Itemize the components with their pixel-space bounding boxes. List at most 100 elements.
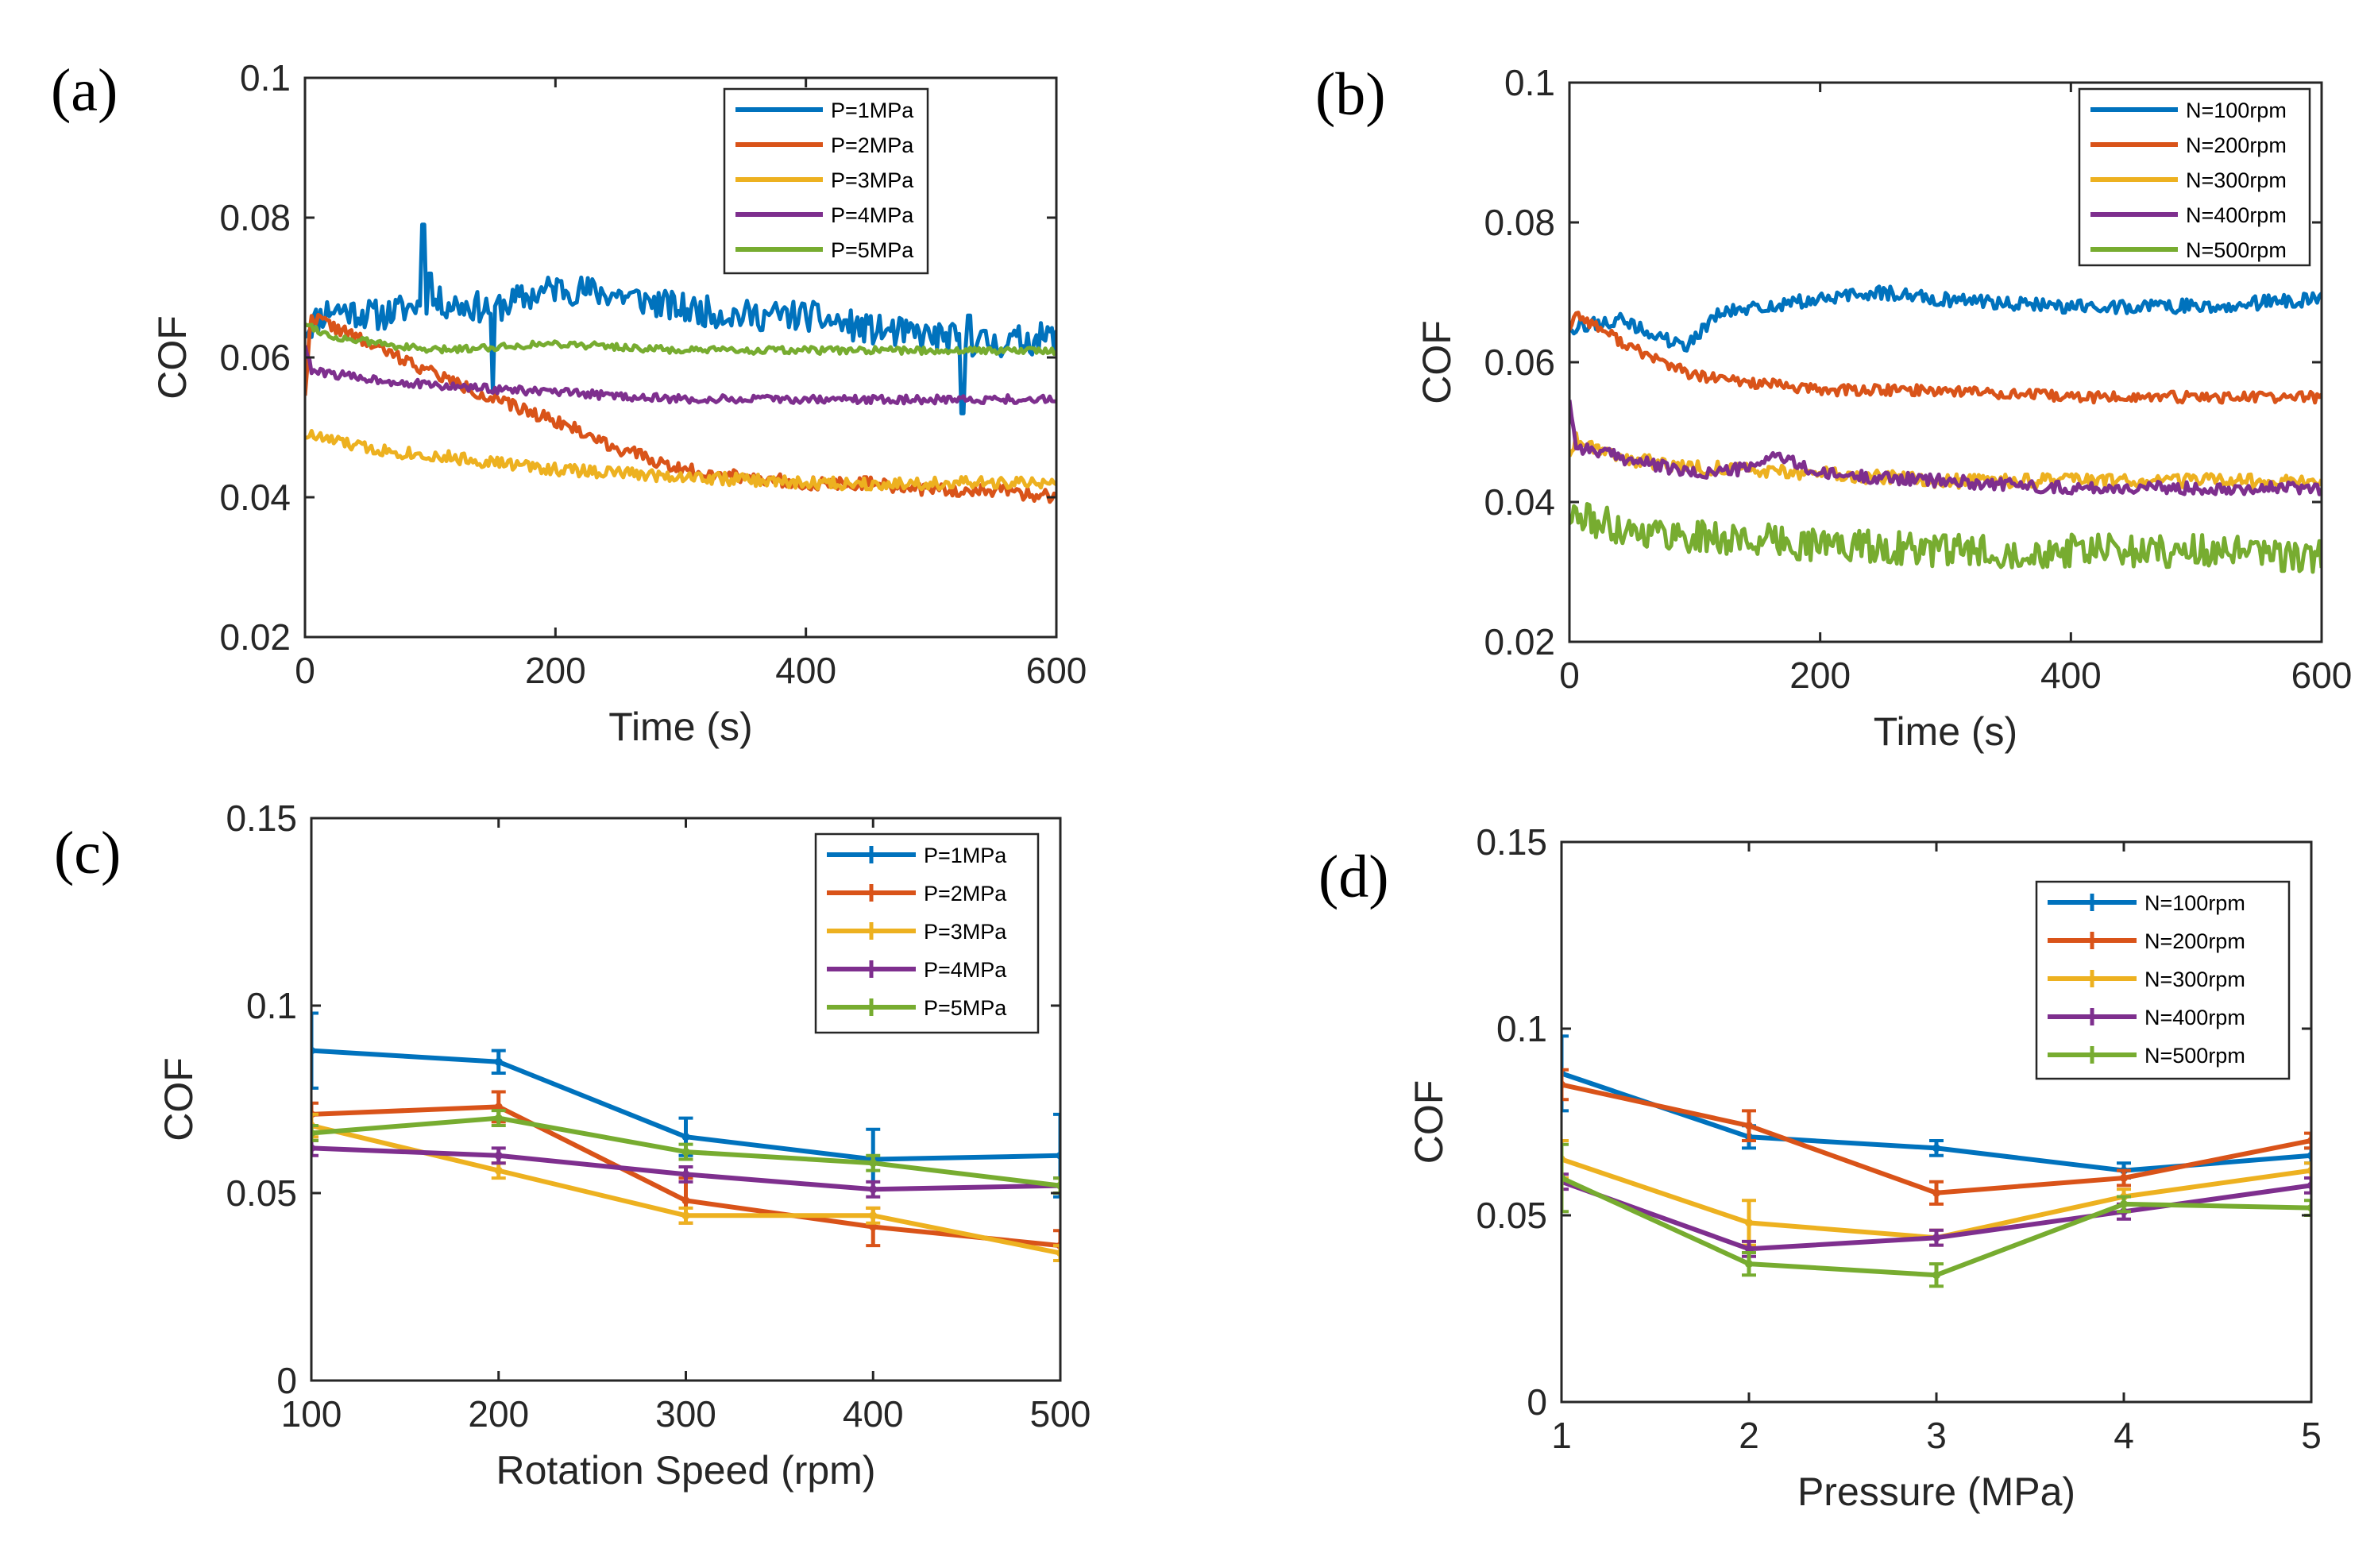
series-line-1 xyxy=(305,222,1056,415)
x-tick-label: 500 xyxy=(1030,1393,1091,1435)
data-point xyxy=(1932,1188,1940,1197)
y-axis-label: COF xyxy=(1407,1080,1451,1164)
y-tick-label: 0.1 xyxy=(1496,1008,1547,1049)
x-tick-label: 4 xyxy=(2114,1415,2134,1456)
panel-letter: (b) xyxy=(1315,61,1386,128)
x-tick-label: 200 xyxy=(525,650,586,691)
y-tick-label: 0.1 xyxy=(246,985,297,1026)
x-tick-label: 400 xyxy=(843,1393,904,1435)
x-tick-label: 1 xyxy=(1551,1415,1572,1456)
legend-label: N=200rpm xyxy=(2144,929,2245,953)
legend-label: N=400rpm xyxy=(2144,1006,2245,1029)
chart-panel-2: (b) 0 200 400 600 0.02 0.04 0.06 0.08 0.1 Time (s)… xyxy=(1315,61,2352,754)
legend-label: P=1MPa xyxy=(924,844,1007,867)
data-point xyxy=(494,1151,503,1160)
series-group xyxy=(1569,284,2322,574)
y-tick-label: 0.05 xyxy=(1476,1195,1547,1236)
series-line-1 xyxy=(1569,284,2322,353)
y-tick-label: 0.1 xyxy=(1504,62,1555,103)
data-point xyxy=(1745,1245,1753,1253)
legend-label: P=5MPa xyxy=(831,238,914,262)
y-tick-label: 0 xyxy=(1527,1381,1547,1423)
legend-label: N=100rpm xyxy=(2144,891,2245,915)
chart-panel-1: (a) 0 200 400 600 0.02 0.04 0.06 0.08 0.1 Time (s)… xyxy=(51,57,1087,749)
x-tick-label: 400 xyxy=(2040,655,2102,696)
legend-label: P=3MPa xyxy=(831,168,914,192)
y-tick-label: 0.15 xyxy=(226,798,297,839)
x-tick-label: 400 xyxy=(775,650,836,691)
chart-panel-3: (c) 100 200 300 400 500 0 0.05 0.1 0.15 Rotation S… xyxy=(54,798,1091,1493)
legend-label: P=2MPa xyxy=(831,133,914,157)
y-tick-label: 0.08 xyxy=(1484,202,1555,243)
x-tick-label: 300 xyxy=(655,1393,716,1435)
x-tick-label: 3 xyxy=(1926,1415,1947,1456)
series-line-4 xyxy=(305,345,1056,406)
legend: P=1MPa P=2MPa P=3MPa P=4MPa P=5MPa xyxy=(723,87,929,275)
legend-label: N=400rpm xyxy=(2186,203,2287,227)
y-axis-label: COF xyxy=(156,1057,201,1141)
chart-panel-4: (d) 1 2 3 4 5 0 0.05 0.1 0.15 Pressure (MPa) COF N=1… xyxy=(1318,821,2322,1514)
y-tick-label: 0.15 xyxy=(1476,821,1547,863)
x-tick-label: 2 xyxy=(1739,1415,1759,1456)
data-point xyxy=(2120,1174,2128,1182)
y-axis-label: COF xyxy=(150,315,195,400)
data-point xyxy=(1932,1271,1940,1280)
x-tick-label: 5 xyxy=(2301,1415,2322,1456)
legend: P=1MPa P=2MPa P=3MPa P=4MPa P=5MPa xyxy=(814,832,1040,1034)
x-tick-label: 100 xyxy=(281,1393,342,1435)
data-point xyxy=(1745,1260,1753,1269)
legend: N=100rpm N=200rpm N=300rpm N=400rpm N=500rpm xyxy=(2035,880,2291,1080)
data-point xyxy=(681,1211,690,1220)
x-tick-label: 200 xyxy=(1789,655,1851,696)
data-point xyxy=(681,1196,690,1205)
y-tick-label: 0.02 xyxy=(1484,621,1555,662)
data-point xyxy=(869,1222,878,1231)
legend-label: N=300rpm xyxy=(2186,168,2287,192)
legend-label: N=500rpm xyxy=(2186,238,2287,262)
x-tick-label: 200 xyxy=(468,1393,529,1435)
y-tick-label: 0.04 xyxy=(1484,481,1555,523)
data-point xyxy=(494,1103,503,1111)
series-group xyxy=(305,222,1056,504)
panel-letter: (c) xyxy=(54,820,121,886)
series-line-2 xyxy=(1569,311,2322,405)
series-line-4 xyxy=(1569,400,2322,496)
data-point xyxy=(1932,1144,1940,1153)
x-axis-label: Time (s) xyxy=(1874,709,2017,754)
data-point xyxy=(1745,1122,1753,1130)
data-point xyxy=(494,1057,503,1066)
y-tick-label: 0.05 xyxy=(226,1172,297,1214)
data-point xyxy=(869,1211,878,1220)
x-tick-label: 600 xyxy=(2291,655,2353,696)
x-axis-label: Pressure (MPa) xyxy=(1797,1470,2075,1514)
y-tick-label: 0 xyxy=(276,1360,297,1401)
y-tick-label: 0.06 xyxy=(1484,342,1555,383)
y-tick-label: 0.08 xyxy=(219,197,291,238)
data-point xyxy=(869,1159,878,1168)
data-point xyxy=(869,1185,878,1194)
data-point xyxy=(681,1170,690,1179)
series-line-5 xyxy=(1569,502,2322,574)
legend-label: P=1MPa xyxy=(831,98,914,122)
data-point xyxy=(494,1166,503,1175)
legend-label: P=5MPa xyxy=(924,996,1007,1020)
legend-label: N=500rpm xyxy=(2144,1044,2245,1068)
series-group xyxy=(1562,1034,2311,1288)
data-point xyxy=(2120,1199,2128,1208)
y-tick-label: 0.02 xyxy=(219,616,291,658)
legend-label: P=3MPa xyxy=(924,920,1007,944)
data-point xyxy=(681,1148,690,1157)
y-tick-label: 0.04 xyxy=(219,477,291,518)
x-tick-label: 0 xyxy=(295,650,315,691)
x-tick-label: 0 xyxy=(1559,655,1580,696)
series-line-5 xyxy=(305,322,1056,356)
legend-label: P=4MPa xyxy=(831,203,914,227)
legend-label: P=4MPa xyxy=(924,958,1007,982)
y-tick-label: 0.1 xyxy=(240,57,291,98)
data-point xyxy=(494,1114,503,1122)
x-tick-label: 600 xyxy=(1026,650,1087,691)
y-tick-label: 0.06 xyxy=(219,337,291,378)
legend-label: P=2MPa xyxy=(924,882,1007,906)
legend-label: N=200rpm xyxy=(2186,133,2287,157)
